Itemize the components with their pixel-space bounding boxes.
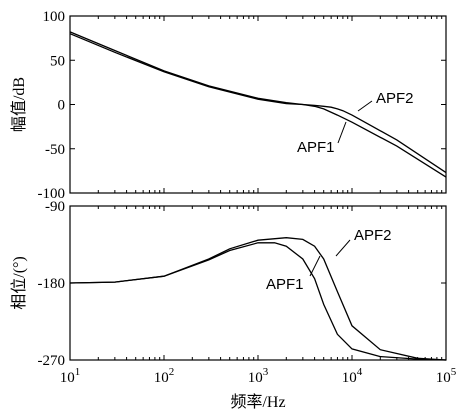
series-line-apf2 [69,33,447,174]
x-tick-label: 103 [248,366,269,386]
annotation-leader [335,239,351,257]
annotation-leader [357,100,373,112]
annotation-apf1: APF1 [297,139,335,156]
x-tick-label: 102 [154,366,175,386]
y-tick-label: -180 [38,276,66,292]
series-line-apf1 [69,242,447,361]
x-tick-label: 101 [60,366,81,386]
x-axis-title: 频率/Hz [230,393,285,411]
x-tick-label: 105 [436,366,457,386]
y-tick-label: 0 [58,98,66,114]
annotation-apf1: APF1 [266,276,304,293]
y-tick-label: -50 [45,142,65,158]
annotation-leader [337,121,347,144]
annotation-apf2: APF2 [376,90,414,107]
y-axis-title: 幅值/dB [10,77,28,132]
y-axis-title: 相位/(°) [10,256,28,310]
x-tick-label: 104 [342,366,363,386]
y-tick-label: 100 [43,9,66,25]
annotation-apf2: APF2 [354,227,392,244]
annotation-leader [309,255,321,277]
series-line-apf2 [69,237,447,361]
y-tick-label: -100 [38,186,66,202]
y-tick-label: -90 [45,199,65,215]
magnitude-plot: 100 50 0 -50 -100 幅值/dB APF1 APF2 [10,9,447,202]
y-tick-label: 50 [50,53,65,69]
y-tick-label: -270 [38,353,66,369]
